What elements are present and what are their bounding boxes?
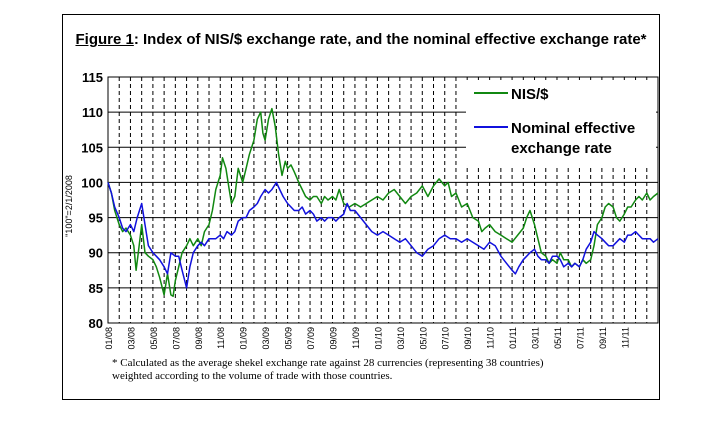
x-tick-label: 07/09 (306, 327, 316, 350)
series-line-nominal-effective (107, 181, 659, 289)
y-tick-label: 80 (89, 316, 103, 331)
x-tick-label: 03/11 (531, 327, 541, 349)
y-tick-label: 115 (82, 70, 103, 85)
y-tick-label: 110 (82, 105, 103, 120)
footnote: * Calculated as the average shekel excha… (112, 357, 544, 382)
series-lines (107, 107, 659, 298)
x-tick-label: 07/11 (575, 327, 585, 349)
x-tick-label: 11/10 (486, 327, 496, 349)
y-tick-label: 90 (89, 246, 103, 261)
y-tick-label: 85 (89, 281, 103, 296)
vertical-gridlines (118, 77, 648, 323)
figure-title: : Index of NIS/$ exchange rate, and the … (133, 31, 647, 48)
x-tick-label: 09/08 (194, 327, 204, 350)
y-tick-label: 100 (81, 175, 103, 190)
y-tick-label: 95 (89, 211, 103, 226)
chart-title: Figure 1: Index of NIS/$ exchange rate, … (62, 30, 660, 50)
y-tick-label: 105 (81, 140, 103, 155)
x-tick-label: 09/10 (463, 327, 473, 350)
legend-label-nominal-effective: Nominal effective (511, 120, 635, 137)
x-tick-label: 01/09 (239, 327, 249, 350)
x-tick-label: 05/11 (553, 327, 563, 349)
x-tick-label: 11/09 (351, 327, 361, 349)
x-tick-label: 07/08 (171, 327, 181, 350)
y-axis-tick-labels: 80 85 90 95 100 105 110 115 (81, 70, 103, 331)
x-tick-label: 11/08 (216, 327, 226, 349)
plot-area (107, 76, 659, 324)
x-tick-label: 01/11 (508, 327, 518, 349)
x-tick-label: 01/10 (373, 327, 383, 350)
x-tick-label: 03/08 (126, 327, 136, 350)
legend: NIS/$ Nominal effective exchange rate (466, 80, 656, 166)
legend-box (466, 80, 656, 166)
x-tick-label: 05/10 (418, 327, 428, 350)
x-tick-label: 05/08 (149, 327, 159, 350)
x-tick-label: 01/08 (104, 327, 114, 350)
y-axis-label: "100"=2/1/2008 (64, 175, 74, 237)
x-axis-tick-labels: 01/08 03/08 05/08 07/08 09/08 11/08 01/09 03/09… (104, 327, 630, 350)
legend-label-nis-usd: NIS/$ (511, 86, 549, 103)
legend-label-nominal-effective-line2: exchange rate (511, 140, 612, 157)
figure-label: Figure 1 (75, 31, 134, 48)
x-tick-label: 09/11 (598, 327, 608, 349)
x-tick-label: 03/10 (396, 327, 406, 350)
x-tick-label: 09/09 (328, 327, 338, 350)
x-tick-label: 11/11 (620, 327, 630, 348)
x-tick-label: 03/09 (261, 327, 271, 350)
x-tick-label: 05/09 (284, 327, 294, 350)
x-tick-label: 07/10 (441, 327, 451, 350)
